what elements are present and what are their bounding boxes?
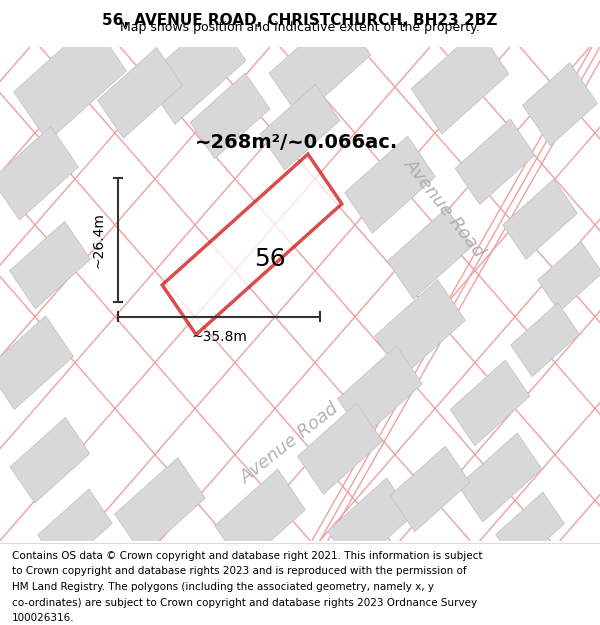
Polygon shape <box>450 360 530 446</box>
Polygon shape <box>162 154 342 334</box>
Polygon shape <box>98 48 182 138</box>
Polygon shape <box>496 492 565 566</box>
Polygon shape <box>14 21 127 141</box>
Polygon shape <box>344 136 436 233</box>
Text: Avenue Road: Avenue Road <box>238 399 343 487</box>
Polygon shape <box>38 489 112 569</box>
Polygon shape <box>338 346 422 437</box>
Polygon shape <box>0 126 79 220</box>
Polygon shape <box>390 446 470 532</box>
Text: Map shows position and indicative extent of the property.: Map shows position and indicative extent… <box>120 21 480 34</box>
Polygon shape <box>511 302 580 377</box>
Polygon shape <box>144 16 246 124</box>
Polygon shape <box>455 119 535 204</box>
Polygon shape <box>115 458 205 555</box>
Polygon shape <box>374 279 466 377</box>
Text: to Crown copyright and database rights 2023 and is reproduced with the permissio: to Crown copyright and database rights 2… <box>12 566 467 576</box>
Text: 100026316.: 100026316. <box>12 613 74 623</box>
Polygon shape <box>298 403 382 494</box>
Polygon shape <box>503 179 577 259</box>
Text: ~26.4m: ~26.4m <box>92 212 106 268</box>
Text: 56: 56 <box>254 248 286 271</box>
Polygon shape <box>190 73 270 159</box>
Text: ~268m²/~0.066ac.: ~268m²/~0.066ac. <box>195 133 398 152</box>
Polygon shape <box>269 9 371 119</box>
Text: ~35.8m: ~35.8m <box>191 331 247 344</box>
Text: HM Land Registry. The polygons (including the associated geometry, namely x, y: HM Land Registry. The polygons (includin… <box>12 582 434 592</box>
Polygon shape <box>10 221 91 309</box>
Polygon shape <box>10 418 90 503</box>
Polygon shape <box>458 433 542 522</box>
Polygon shape <box>328 478 412 569</box>
Text: co-ordinates) are subject to Crown copyright and database rights 2023 Ordnance S: co-ordinates) are subject to Crown copyr… <box>12 598 477 608</box>
Polygon shape <box>0 316 73 409</box>
Text: Avenue Road: Avenue Road <box>401 155 489 260</box>
Polygon shape <box>260 84 340 170</box>
Polygon shape <box>538 241 600 312</box>
Polygon shape <box>523 62 598 146</box>
Text: 56, AVENUE ROAD, CHRISTCHURCH, BH23 2BZ: 56, AVENUE ROAD, CHRISTCHURCH, BH23 2BZ <box>103 13 497 28</box>
Polygon shape <box>411 29 509 134</box>
Text: Contains OS data © Crown copyright and database right 2021. This information is : Contains OS data © Crown copyright and d… <box>12 551 482 561</box>
Polygon shape <box>388 208 472 299</box>
Polygon shape <box>215 469 305 566</box>
